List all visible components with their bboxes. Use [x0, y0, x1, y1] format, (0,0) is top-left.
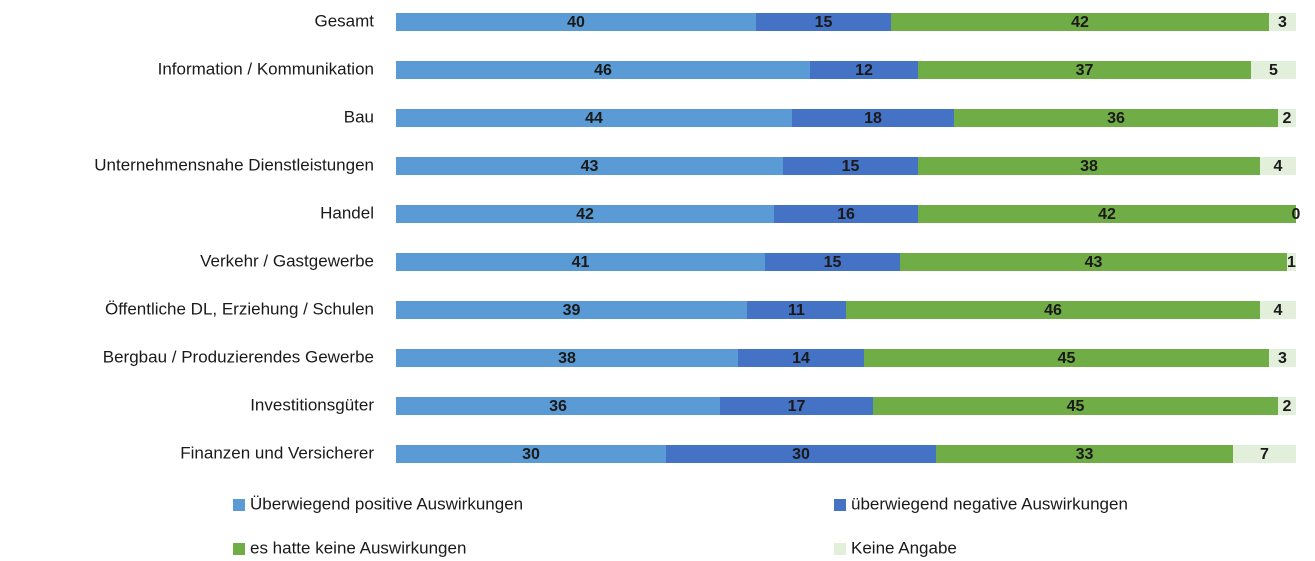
value-label: 38	[1080, 158, 1098, 175]
category-label: Gesamt	[314, 11, 374, 30]
bar-segment	[918, 61, 1251, 79]
bar-segment	[1260, 157, 1296, 175]
category-label: Bergbau / Produzierendes Gewerbe	[103, 347, 374, 366]
value-label: 41	[572, 254, 590, 271]
value-label: 3	[1278, 350, 1287, 367]
legend-swatch	[834, 499, 846, 511]
value-label: 30	[522, 446, 540, 463]
category-label: Unternehmensnahe Dienstleistungen	[94, 155, 374, 174]
bar-segment	[918, 205, 1296, 223]
category-label: Bau	[344, 107, 374, 126]
bar-segment	[1251, 61, 1296, 79]
value-label: 43	[581, 158, 599, 175]
value-label: 4	[1274, 302, 1283, 319]
value-label: 18	[864, 110, 882, 127]
value-label: 46	[1044, 302, 1062, 319]
value-label: 15	[824, 254, 842, 271]
bar-segment	[756, 13, 891, 31]
bar-segment	[396, 157, 783, 175]
value-label: 11	[788, 302, 805, 319]
legend-label: Keine Angabe	[851, 538, 957, 557]
bar-segment	[396, 397, 720, 415]
legend-swatch	[233, 499, 245, 511]
legend-label: überwiegend negative Auswirkungen	[851, 494, 1128, 513]
value-label: 2	[1283, 110, 1292, 127]
value-label: 45	[1067, 398, 1085, 415]
value-label: 36	[549, 398, 567, 415]
value-label: 42	[576, 206, 594, 223]
bar-segment	[1269, 349, 1296, 367]
bar-segment	[396, 109, 792, 127]
value-label: 39	[563, 302, 581, 319]
bar-segment	[738, 349, 864, 367]
value-label: 36	[1107, 110, 1125, 127]
category-label: Finanzen und Versicherer	[180, 443, 374, 462]
bar-segment	[1233, 445, 1296, 463]
value-label: 5	[1269, 62, 1278, 79]
bar-segment	[1278, 397, 1296, 415]
bar-segment	[900, 253, 1287, 271]
bar-segment	[792, 109, 954, 127]
bar-segment	[810, 61, 918, 79]
bar-segment	[396, 253, 765, 271]
bar-segment	[396, 349, 738, 367]
bar-segment	[720, 397, 873, 415]
legend-swatch	[233, 543, 245, 555]
bar-segment	[747, 301, 846, 319]
value-label: 43	[1085, 254, 1103, 271]
bar-segment	[954, 109, 1278, 127]
legend-swatch	[834, 543, 846, 555]
value-label: 30	[792, 446, 810, 463]
bar-segment	[864, 349, 1269, 367]
bar-segment	[774, 205, 918, 223]
value-label: 4	[1274, 158, 1283, 175]
value-label: 42	[1071, 14, 1089, 31]
value-label: 40	[567, 14, 585, 31]
value-label: 38	[558, 350, 576, 367]
value-label: 12	[855, 62, 873, 79]
bar-segment	[765, 253, 900, 271]
value-label: 33	[1076, 446, 1094, 463]
category-label: Öffentliche DL, Erziehung / Schulen	[105, 299, 374, 318]
value-label: 17	[788, 398, 806, 415]
value-label: 7	[1260, 446, 1269, 463]
value-label: 42	[1098, 206, 1116, 223]
value-label: 45	[1058, 350, 1076, 367]
value-label: 16	[837, 206, 855, 223]
value-label: 44	[585, 110, 603, 127]
value-label: 46	[594, 62, 612, 79]
bar-segment	[783, 157, 918, 175]
value-label: 2	[1283, 398, 1292, 415]
legend-label: es hatte keine Auswirkungen	[250, 538, 466, 557]
bar-segment	[666, 445, 936, 463]
bar-segment	[873, 397, 1278, 415]
bar-segment	[918, 157, 1260, 175]
value-label: 15	[842, 158, 860, 175]
value-label: 14	[792, 350, 810, 367]
category-label: Information / Kommunikation	[158, 59, 374, 78]
bar-segment	[846, 301, 1260, 319]
legend-label: Überwiegend positive Auswirkungen	[250, 494, 523, 513]
bar-segment	[1269, 13, 1296, 31]
bar-segment	[1278, 109, 1296, 127]
bar-segment	[396, 205, 774, 223]
bar-segment	[936, 445, 1233, 463]
category-label: Verkehr / Gastgewerbe	[200, 251, 374, 270]
bar-segment	[396, 301, 747, 319]
category-label: Investitionsgüter	[250, 395, 374, 414]
bar-segment	[396, 61, 810, 79]
bar-segment	[1260, 301, 1296, 319]
bar-segment	[891, 13, 1269, 31]
bar-segment	[396, 13, 756, 31]
value-label: 3	[1278, 14, 1287, 31]
value-label: 15	[815, 14, 833, 31]
value-label: 1	[1287, 254, 1296, 271]
bar-segment	[396, 445, 666, 463]
value-label: 37	[1076, 62, 1094, 79]
value-label: 0	[1292, 206, 1301, 223]
category-label: Handel	[320, 203, 374, 222]
bar-segment	[1287, 253, 1296, 271]
